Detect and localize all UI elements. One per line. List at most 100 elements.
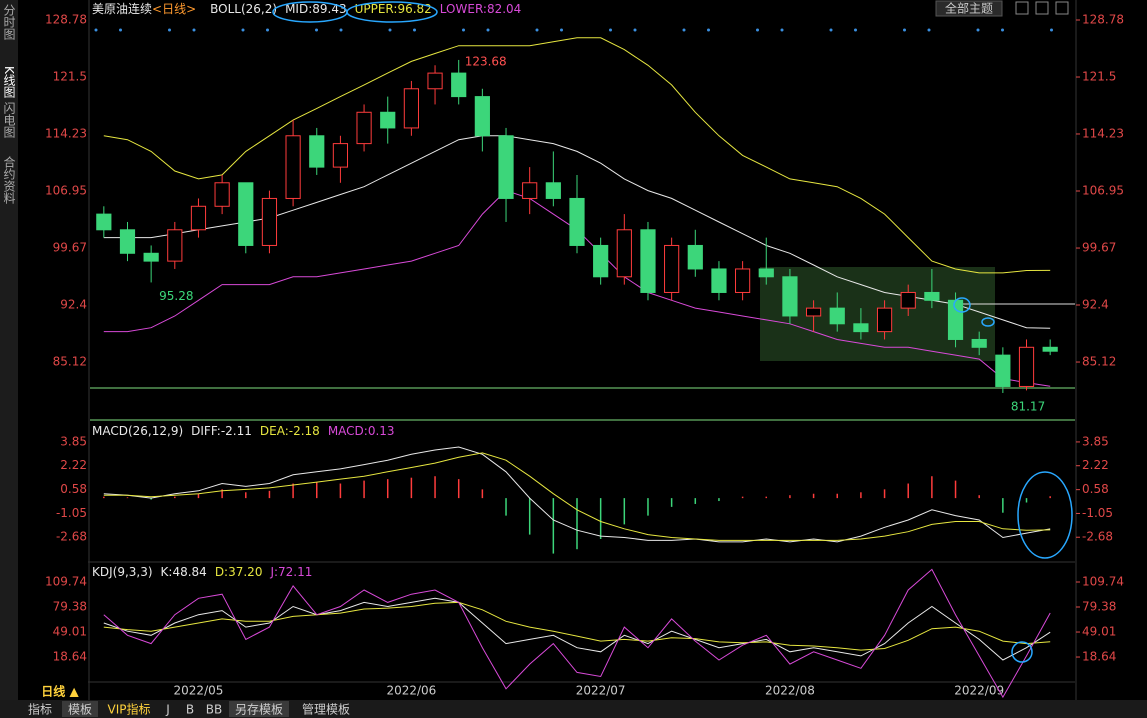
y-tick-label: -1.05: [1082, 506, 1113, 520]
y-tick-label: 99.67: [1082, 241, 1116, 255]
indicator-readout: MID:89.43: [285, 2, 347, 16]
candle-body: [214, 182, 230, 207]
candle-body: [427, 72, 443, 90]
bottom-tab[interactable]: 另存模板: [235, 703, 283, 717]
signal-dot: [707, 28, 710, 32]
indicator-line: [103, 601, 1051, 651]
bottom-tab[interactable]: 模板: [68, 703, 92, 717]
bottom-tab[interactable]: 管理模板: [302, 702, 350, 717]
marker-circle: [1011, 641, 1033, 663]
chart-title: 美原油连续: [92, 1, 152, 16]
signal-dot: [315, 28, 318, 32]
panel-header: 美原油连续<日线> BOLL(26,2) MID:89.43 UPPER:96.82 L…: [92, 1, 521, 16]
y-tick-label: 92.4: [60, 297, 87, 311]
bottom-tab[interactable]: J: [165, 703, 170, 717]
window-icon[interactable]: [1055, 1, 1069, 15]
y-tick-label: 128.78: [1082, 12, 1124, 26]
candle-body: [593, 244, 609, 278]
bottom-tab[interactable]: BB: [206, 703, 222, 717]
candle-body: [758, 268, 774, 278]
y-tick-label: 49.01: [1082, 625, 1116, 639]
theme-button[interactable]: [935, 0, 1003, 17]
bottom-tab[interactable]: B: [186, 703, 194, 717]
y-tick-label: 114.23: [1082, 126, 1124, 140]
y-tick-label: 3.85: [60, 434, 87, 448]
theme-button-label[interactable]: 全部主题: [945, 1, 993, 16]
indicator-readout: D:37.20: [215, 565, 263, 579]
candle-body: [782, 276, 798, 317]
candle-body: [474, 96, 490, 137]
y-tick-label: 2.22: [1082, 458, 1109, 472]
y-tick-label: -2.68: [56, 530, 87, 544]
candle-body: [190, 205, 207, 231]
signal-dot: [535, 28, 539, 32]
candle-body: [995, 354, 1011, 387]
candle-body: [403, 88, 419, 129]
y-tick-label: 109.74: [1082, 575, 1124, 589]
signal-dot: [388, 28, 392, 32]
candle-body: [569, 197, 585, 246]
indicator-line: [103, 446, 1051, 543]
indicator-name: BOLL(26,2): [210, 2, 277, 16]
signal-dot: [94, 28, 98, 32]
y-tick-label: 106.95: [1082, 184, 1124, 198]
candle-body: [96, 213, 112, 231]
y-tick-label: 0.58: [60, 482, 87, 496]
sidebar-tab[interactable]: K线图: [2, 66, 16, 98]
indicator-line: [103, 597, 1051, 661]
candle-body: [356, 111, 372, 145]
window-icon[interactable]: [1015, 1, 1029, 15]
y-tick-label: 85.12: [53, 355, 87, 369]
y-tick-label: 85.12: [1082, 355, 1116, 369]
chart-layer: 美原油连续<日线> BOLL(26,2) MID:89.43 UPPER:96.82 L…: [45, 1, 1124, 699]
candle-body: [285, 135, 301, 199]
y-tick-label: 79.38: [53, 600, 87, 614]
indicator-readout: DEA:-2.18: [260, 424, 320, 438]
marker-circle: [1017, 471, 1073, 559]
sidebar-tab[interactable]: 闪电图: [2, 102, 16, 138]
sidebar-tab[interactable]: 分时图: [2, 4, 16, 40]
sidebar-tab[interactable]: 合约资料: [2, 155, 16, 204]
signal-dot: [413, 28, 416, 32]
signal-dot: [339, 28, 343, 32]
candle-body: [167, 229, 183, 262]
candle-body: [309, 135, 325, 168]
window-icon[interactable]: [1035, 1, 1049, 15]
signal-dot: [633, 28, 637, 32]
candle-body: [1042, 346, 1058, 352]
price-annotation: 81.17: [1011, 399, 1045, 413]
x-tick-label: 2022/06: [386, 684, 436, 698]
candle-body: [545, 182, 561, 199]
indicator-line: [103, 452, 1051, 541]
signal-dot: [168, 28, 171, 32]
y-tick-label: 18.64: [1082, 650, 1116, 664]
indicator-readout: LOWER:82.04: [440, 2, 522, 16]
signal-dot: [119, 28, 122, 32]
period-switch[interactable]: 日线 ▲: [41, 684, 79, 699]
x-tick-label: 2022/07: [576, 684, 626, 698]
candle-body: [829, 307, 845, 325]
y-tick-label: 18.64: [53, 650, 87, 664]
signal-dot: [1050, 28, 1053, 32]
signal-dot: [854, 28, 857, 32]
tab-highlight: [229, 701, 289, 717]
candle-body: [735, 268, 751, 293]
candle-body: [805, 307, 822, 317]
candle-body: [498, 135, 514, 199]
candle-body: [616, 229, 632, 278]
signal-dot: [462, 28, 465, 32]
indicator-line: [103, 37, 1051, 274]
candle-body: [876, 307, 893, 333]
y-tick-label: 121.5: [53, 70, 87, 84]
signal-dot: [903, 28, 906, 32]
price-annotation: 95.28: [159, 289, 193, 303]
marker-circle: [981, 317, 995, 327]
signal-dot: [609, 28, 612, 32]
bottom-tab[interactable]: 指标: [28, 702, 52, 717]
candle-body: [924, 291, 940, 301]
signal-dot: [560, 28, 563, 32]
tab-highlight: [62, 701, 98, 717]
y-tick-label: 79.38: [1082, 600, 1116, 614]
marker-circle: [953, 297, 971, 313]
bottom-tab[interactable]: VIP指标: [108, 702, 151, 717]
